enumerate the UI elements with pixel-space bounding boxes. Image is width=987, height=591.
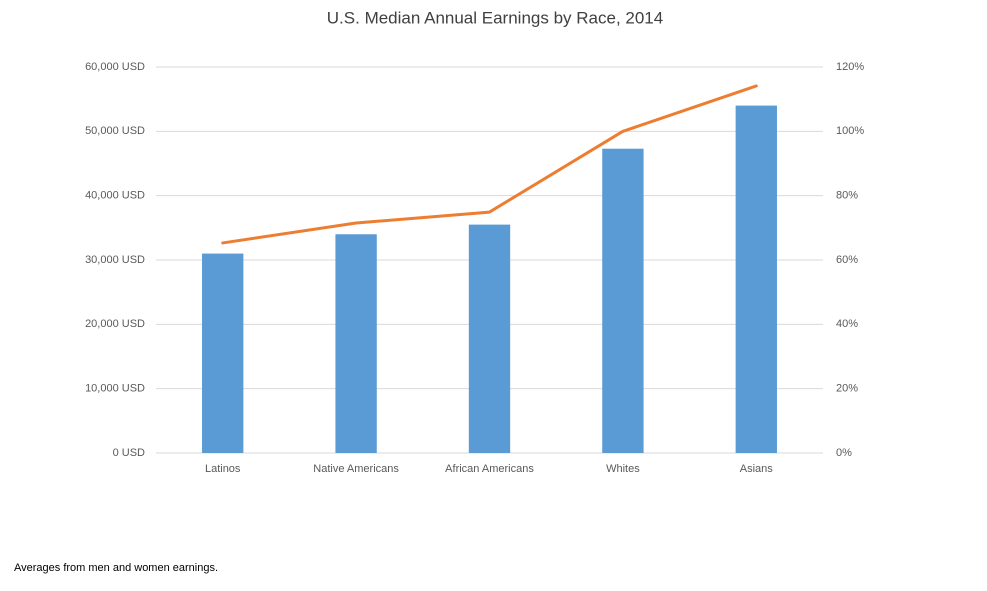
bar: [468, 224, 511, 453]
y2-tick-label: 60%: [836, 254, 858, 266]
x-tick-label: African Americans: [445, 463, 534, 475]
x-tick-label: Native Americans: [313, 463, 399, 475]
y-tick-label: 60,000 USD: [85, 61, 145, 73]
y-tick-label: 40,000 USD: [85, 190, 145, 202]
bar: [335, 234, 377, 453]
x-tick-label: Whites: [606, 463, 640, 475]
y2-tick-label: 120%: [836, 61, 864, 73]
line: [221, 84, 758, 245]
y-tick-label: 50,000 USD: [85, 125, 145, 137]
chart-title: U.S. Median Annual Earnings by Race, 201…: [327, 8, 663, 27]
bar: [202, 253, 244, 453]
y2-tick-label: 100%: [836, 125, 864, 137]
y-tick-label: 10,000 USD: [85, 383, 145, 395]
y-tick-label: 20,000 USD: [85, 318, 145, 330]
y-tick-label: 0 USD: [113, 447, 145, 459]
y2-tick-label: 0%: [836, 447, 852, 459]
x-tick-label: Asians: [740, 463, 774, 475]
y2-tick-label: 20%: [836, 383, 858, 395]
footnote: Averages from men and women earnings.: [14, 562, 218, 574]
y2-tick-label: 80%: [836, 190, 858, 202]
x-tick-label: Latinos: [205, 463, 241, 475]
y-tick-label: 30,000 USD: [85, 254, 145, 266]
bar: [735, 105, 777, 453]
bar: [602, 148, 644, 453]
y2-tick-label: 40%: [836, 318, 858, 330]
